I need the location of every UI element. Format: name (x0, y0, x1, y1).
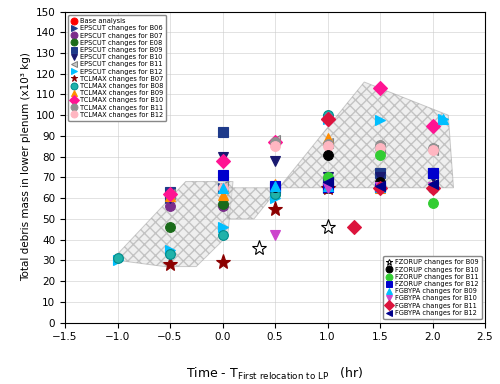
Polygon shape (228, 82, 454, 219)
Text: Time - T$_{\mathregular{First\ relocation\ to\ LP}}$   (hr): Time - T$_{\mathregular{First\ relocatio… (186, 366, 364, 382)
Legend: FZORUP changes for B09, FZORUP changes for B10, FZORUP changes for B11, FZORUP c: FZORUP changes for B09, FZORUP changes f… (384, 256, 482, 319)
Y-axis label: Total debris mass in lower plenum (x10³ kg): Total debris mass in lower plenum (x10³ … (22, 53, 32, 281)
Polygon shape (118, 182, 233, 266)
